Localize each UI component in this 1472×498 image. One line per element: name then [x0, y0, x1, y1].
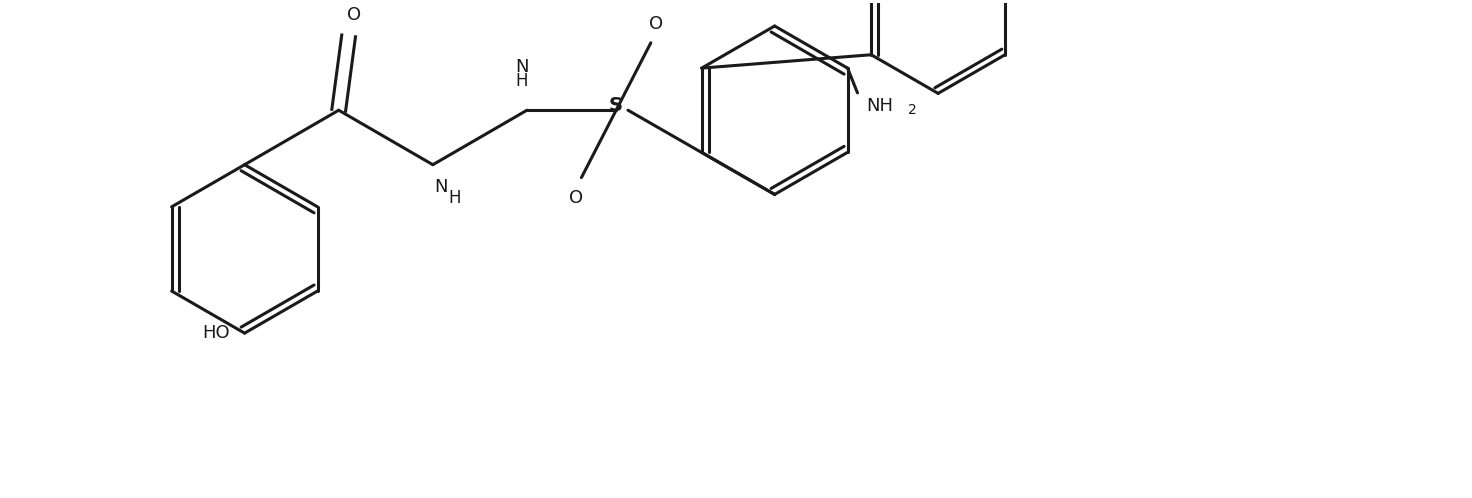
Text: H: H	[449, 189, 461, 207]
Text: NH: NH	[866, 97, 894, 115]
Text: S: S	[609, 96, 623, 115]
Text: O: O	[649, 15, 662, 33]
Text: H: H	[515, 72, 528, 91]
Text: N: N	[515, 58, 528, 76]
Text: 2: 2	[908, 103, 917, 117]
Text: O: O	[570, 189, 583, 208]
Text: HO: HO	[202, 324, 230, 342]
Text: O: O	[346, 6, 361, 24]
Text: N: N	[434, 177, 447, 196]
